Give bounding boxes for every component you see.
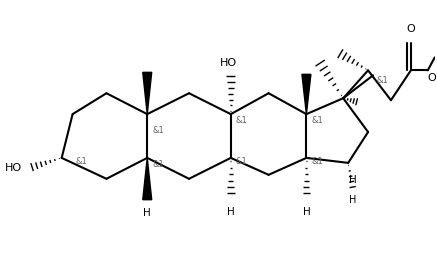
Text: HO: HO xyxy=(220,58,237,68)
Text: H: H xyxy=(349,175,357,185)
Text: H: H xyxy=(143,208,151,218)
Text: &1: &1 xyxy=(376,76,388,85)
Text: H: H xyxy=(302,207,310,217)
Text: O: O xyxy=(428,73,437,83)
Text: &1: &1 xyxy=(152,126,164,135)
Text: &1: &1 xyxy=(236,157,247,166)
Polygon shape xyxy=(143,72,152,114)
Text: HO: HO xyxy=(5,163,22,173)
Text: &1: &1 xyxy=(312,116,323,125)
Text: H: H xyxy=(227,207,235,217)
Text: &1: &1 xyxy=(76,157,87,166)
Text: &1: &1 xyxy=(236,116,247,125)
Text: &1: &1 xyxy=(312,157,323,166)
Polygon shape xyxy=(143,158,152,200)
Text: O: O xyxy=(406,24,415,34)
Text: &1: &1 xyxy=(152,160,164,169)
Text: H: H xyxy=(350,195,357,205)
Polygon shape xyxy=(302,74,311,114)
